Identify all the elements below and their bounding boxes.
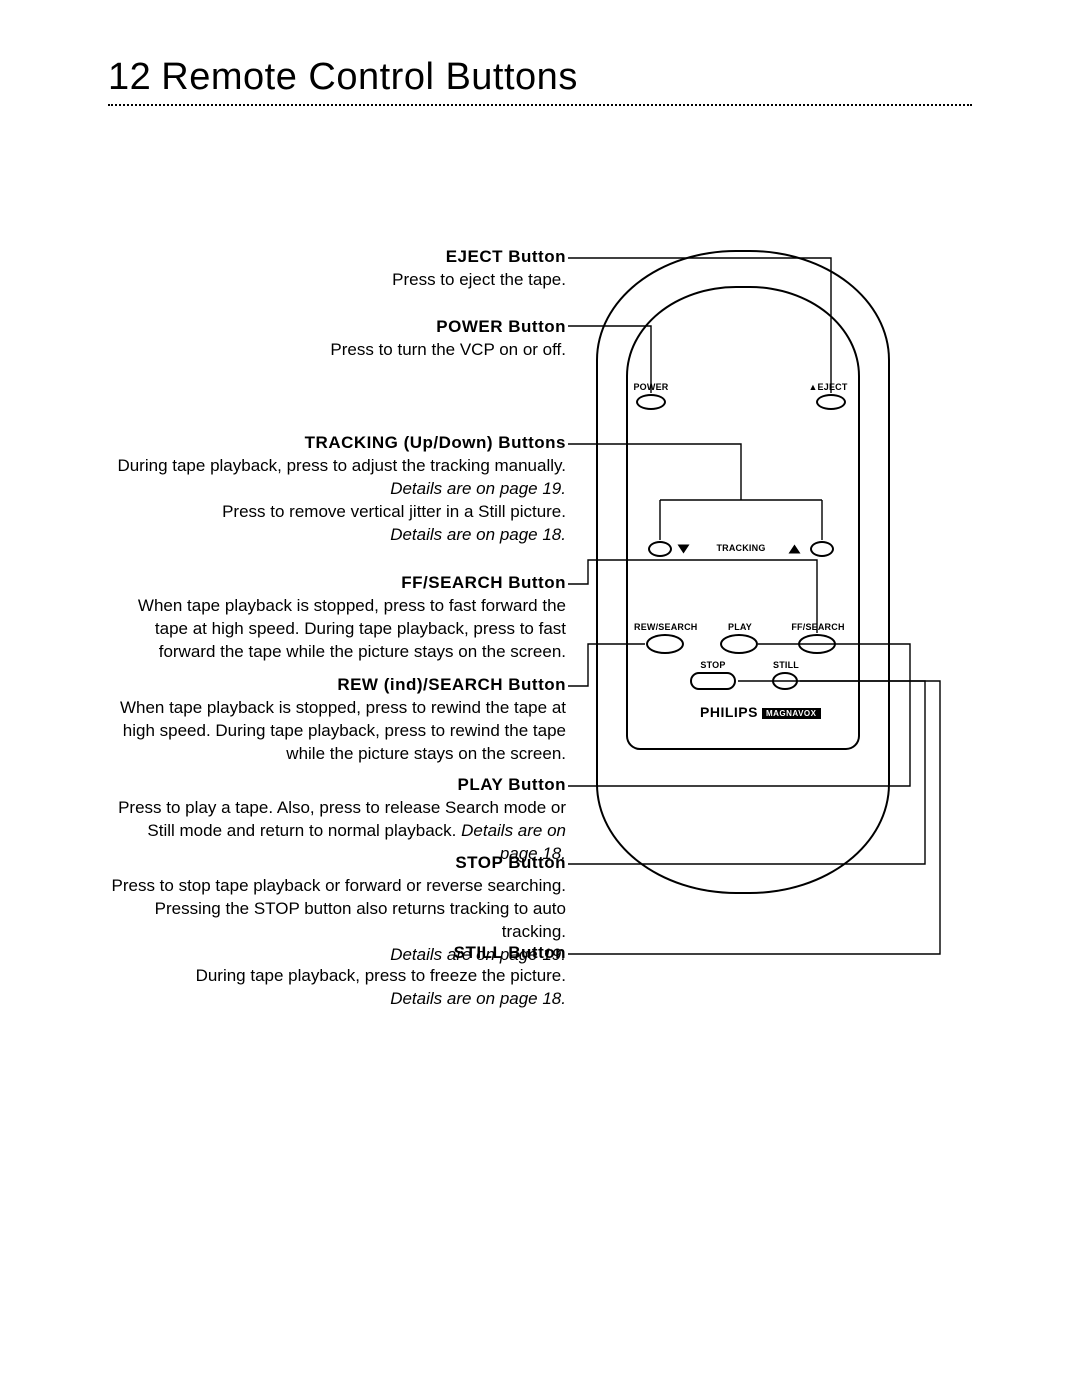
callout-body: Press to turn the VCP on or off.: [106, 339, 566, 362]
callout-rewsearch: REW (ind)/SEARCH Button When tape playba…: [106, 674, 566, 766]
callout-body: Press to remove vertical jitter in a Sti…: [106, 501, 566, 524]
page-number: 12: [108, 56, 151, 99]
power-button: [636, 394, 666, 410]
callout-ffsearch: FF/SEARCH Button When tape playback is s…: [106, 572, 566, 664]
label-tracking: TRACKING: [702, 543, 780, 553]
manual-page: 12Remote Control Buttons EJECT Button Pr…: [0, 0, 1080, 1397]
label-ffsearch: FF/SEARCH: [789, 622, 847, 632]
label-rewsearch: REW/SEARCH: [634, 622, 696, 632]
label-eject: ▲EJECT: [806, 382, 850, 392]
play-button: [720, 634, 758, 654]
stop-button: [690, 672, 736, 690]
callout-title: EJECT Button: [106, 246, 566, 269]
callout-still: STILL Button During tape playback, press…: [106, 942, 566, 1011]
callout-detail: Details are on page 18.: [106, 524, 566, 547]
callout-tracking: TRACKING (Up/Down) Buttons During tape p…: [106, 432, 566, 547]
callout-title: FF/SEARCH Button: [106, 572, 566, 595]
callout-title: TRACKING (Up/Down) Buttons: [106, 432, 566, 455]
callout-power: POWER Button Press to turn the VCP on or…: [106, 316, 566, 362]
callout-title: STOP Button: [106, 852, 566, 875]
page-title: Remote Control Buttons: [161, 56, 578, 98]
label-stop: STOP: [697, 660, 729, 670]
callout-body: Press to stop tape playback or forward o…: [106, 875, 566, 944]
callout-title: POWER Button: [106, 316, 566, 339]
label-still: STILL: [770, 660, 802, 670]
brand-name: PHILIPS: [700, 704, 758, 720]
dotted-rule: [108, 104, 972, 106]
label-power: POWER: [631, 382, 671, 392]
brand-sub: MAGNAVOX: [762, 708, 821, 719]
callout-detail: Details are on page 19.: [106, 478, 566, 501]
page-heading: 12Remote Control Buttons: [108, 56, 578, 99]
callout-body: When tape playback is stopped, press to …: [106, 595, 566, 664]
tracking-down-icon: [678, 545, 690, 554]
rewsearch-button: [646, 634, 684, 654]
tracking-down-button: [648, 541, 672, 557]
callout-body: During tape playback, press to freeze th…: [106, 965, 566, 988]
callout-title: PLAY Button: [106, 774, 566, 797]
callout-eject: EJECT Button Press to eject the tape.: [106, 246, 566, 292]
ffsearch-button: [798, 634, 836, 654]
callout-detail: Details are on page 18.: [106, 988, 566, 1011]
callout-title: REW (ind)/SEARCH Button: [106, 674, 566, 697]
label-play: PLAY: [725, 622, 755, 632]
brand-row: PHILIPS MAGNAVOX: [700, 704, 821, 720]
tracking-up-button: [810, 541, 834, 557]
still-button: [772, 672, 798, 690]
eject-button: [816, 394, 846, 410]
callout-body: When tape playback is stopped, press to …: [106, 697, 566, 766]
tracking-up-icon: [789, 545, 801, 554]
callout-title: STILL Button: [106, 942, 566, 965]
callout-body: During tape playback, press to adjust th…: [106, 455, 566, 478]
remote-inner-shell: [626, 286, 860, 750]
callout-body: Press to eject the tape.: [106, 269, 566, 292]
